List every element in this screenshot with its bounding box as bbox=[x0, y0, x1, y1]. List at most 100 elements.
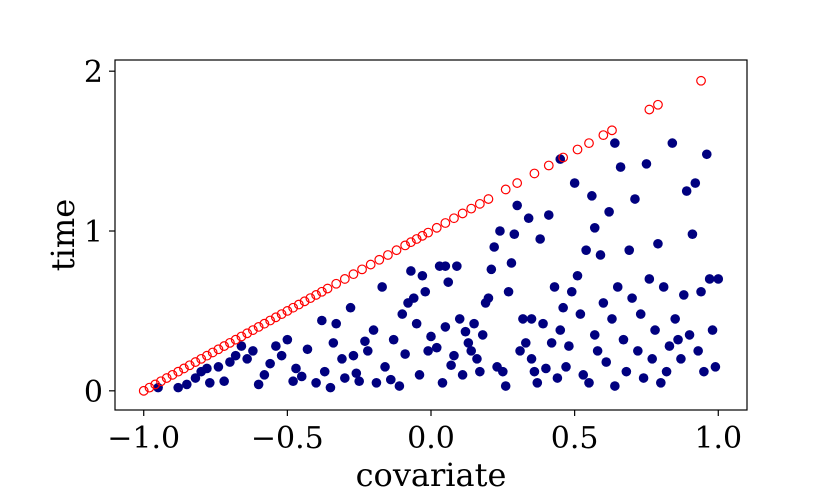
filled-point bbox=[621, 366, 632, 377]
filled-point bbox=[624, 245, 635, 255]
filled-point bbox=[653, 238, 663, 249]
open-point bbox=[598, 130, 609, 141]
filled-point bbox=[173, 382, 183, 393]
open-point bbox=[365, 259, 376, 270]
open-point bbox=[219, 341, 230, 351]
filled-point bbox=[360, 336, 370, 347]
filled-point bbox=[288, 376, 298, 387]
filled-point bbox=[555, 325, 566, 335]
open-point bbox=[288, 302, 299, 313]
open-point bbox=[696, 75, 706, 86]
filled-point bbox=[348, 350, 359, 361]
filled-point bbox=[182, 379, 192, 390]
filled-point bbox=[601, 357, 612, 367]
filled-point bbox=[535, 234, 545, 244]
filled-point bbox=[452, 261, 462, 271]
x-tick-label: −1.0 bbox=[107, 421, 180, 456]
filled-point bbox=[302, 344, 313, 355]
open-point bbox=[474, 198, 485, 209]
filled-point bbox=[569, 178, 580, 188]
filled-point bbox=[388, 334, 399, 345]
open-point bbox=[411, 234, 422, 244]
filled-point bbox=[526, 354, 537, 364]
filled-point bbox=[363, 346, 373, 356]
open-point bbox=[431, 222, 442, 233]
filled-point bbox=[443, 277, 454, 287]
open-point bbox=[374, 254, 385, 265]
open-point bbox=[144, 382, 155, 393]
open-point bbox=[184, 360, 195, 371]
filled-point bbox=[498, 366, 508, 377]
filled-point bbox=[690, 178, 701, 188]
filled-point bbox=[406, 266, 416, 276]
filled-point bbox=[466, 346, 477, 356]
x-axis-label: covariate bbox=[356, 456, 507, 494]
filled-point bbox=[440, 261, 451, 271]
open-point bbox=[572, 144, 583, 155]
filled-point bbox=[656, 378, 666, 388]
filled-point bbox=[190, 373, 201, 383]
plot-marks bbox=[138, 75, 724, 396]
filled-point bbox=[437, 378, 448, 388]
filled-point bbox=[598, 298, 609, 308]
filled-point bbox=[592, 346, 603, 356]
open-point bbox=[316, 286, 327, 297]
filled-point bbox=[627, 293, 637, 303]
filled-point bbox=[529, 366, 540, 377]
filled-point bbox=[495, 226, 505, 236]
filled-point bbox=[265, 358, 275, 369]
y-tick-label: 1 bbox=[84, 215, 103, 250]
filled-point bbox=[641, 159, 652, 169]
filled-point bbox=[489, 242, 500, 252]
filled-point bbox=[248, 346, 258, 356]
axis-ticks: −1.0 −0.5 0.0 0.5 1.0 0 1 2 bbox=[84, 55, 742, 456]
filled-point bbox=[564, 341, 574, 351]
filled-point bbox=[408, 293, 419, 303]
filled-point bbox=[581, 245, 591, 255]
filled-point bbox=[607, 314, 617, 324]
open-point bbox=[202, 350, 212, 361]
open-point bbox=[405, 237, 416, 248]
open-point bbox=[190, 357, 201, 367]
open-point bbox=[423, 227, 434, 238]
filled-point bbox=[555, 154, 566, 164]
open-point bbox=[391, 245, 402, 256]
open-point bbox=[339, 274, 350, 284]
open-point bbox=[400, 240, 411, 251]
filled-point bbox=[506, 258, 517, 268]
filled-point bbox=[446, 360, 456, 371]
filled-point bbox=[205, 378, 215, 388]
filled-point bbox=[566, 286, 577, 297]
open-point bbox=[543, 160, 554, 171]
open-point bbox=[299, 296, 310, 307]
filled-point bbox=[610, 381, 620, 391]
filled-point bbox=[331, 318, 342, 329]
filled-point bbox=[440, 322, 451, 332]
filled-point bbox=[650, 325, 660, 335]
filled-point bbox=[687, 229, 698, 239]
open-point bbox=[265, 315, 276, 326]
filled-point bbox=[394, 381, 405, 391]
filled-point bbox=[526, 314, 537, 324]
filled-point bbox=[512, 200, 522, 211]
filled-point bbox=[543, 210, 554, 220]
filled-point bbox=[638, 373, 649, 383]
open-point bbox=[236, 331, 247, 342]
open-point bbox=[156, 376, 166, 387]
x-tick-label: −0.5 bbox=[251, 421, 324, 456]
filled-point bbox=[704, 274, 715, 284]
open-point bbox=[196, 353, 207, 364]
filled-point bbox=[518, 314, 528, 324]
filled-point bbox=[463, 338, 474, 348]
filled-point bbox=[635, 309, 646, 319]
filled-point bbox=[253, 379, 264, 390]
filled-point bbox=[699, 366, 709, 377]
filled-point bbox=[595, 250, 606, 260]
filled-point bbox=[587, 191, 597, 201]
filled-point bbox=[612, 282, 623, 292]
filled-point bbox=[670, 314, 680, 324]
filled-point bbox=[340, 373, 350, 383]
filled-point bbox=[552, 373, 563, 383]
open-point bbox=[348, 269, 359, 280]
